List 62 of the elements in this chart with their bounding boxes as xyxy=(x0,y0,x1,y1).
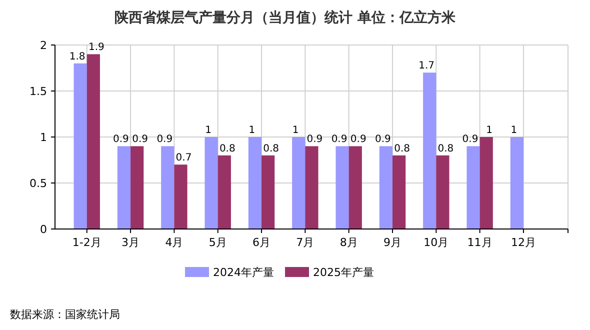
x-tick-label: 6月 xyxy=(252,236,271,249)
x-tick-label: 10月 xyxy=(424,236,449,249)
data-label: 0.9 xyxy=(113,134,129,146)
x-tick-label: 5月 xyxy=(208,236,227,249)
data-label: 0.8 xyxy=(438,143,454,154)
x-tick-label: 12月 xyxy=(510,236,536,249)
data-label: 1.7 xyxy=(418,60,435,72)
data-label: 0.8 xyxy=(263,143,280,154)
bar xyxy=(204,137,218,229)
data-label: 0.9 xyxy=(156,134,173,146)
source-note: 数据来源：国家统计局 xyxy=(10,308,120,321)
bar xyxy=(466,146,480,229)
x-tick-label: 8月 xyxy=(340,236,358,249)
data-label: 1.9 xyxy=(88,42,104,54)
x-tick-label: 7月 xyxy=(296,236,314,249)
bar xyxy=(74,63,87,229)
bar xyxy=(480,137,493,229)
bar xyxy=(436,155,450,229)
chart-title: 陕西省煤层气产量分月（当月值）统计 单位：亿立方米 xyxy=(114,9,456,26)
data-label: 0.9 xyxy=(331,134,348,146)
bar xyxy=(510,137,524,229)
bar xyxy=(305,146,318,229)
bar xyxy=(379,146,392,229)
bar xyxy=(174,164,188,229)
x-tick-label: 11月 xyxy=(467,236,492,249)
bar xyxy=(336,146,349,229)
data-label: 0.9 xyxy=(132,134,148,146)
x-tick-label: 3月 xyxy=(122,236,140,249)
y-tick-label: 2 xyxy=(40,39,47,52)
bar xyxy=(130,146,144,229)
y-tick-label: 0 xyxy=(40,223,47,236)
data-label: 1 xyxy=(292,125,299,136)
bar xyxy=(218,155,231,229)
y-tick-label: 1 xyxy=(40,131,47,144)
data-label: 1.8 xyxy=(69,51,86,62)
data-label: 0.9 xyxy=(350,134,366,146)
data-label: 0.9 xyxy=(374,134,391,146)
bar xyxy=(161,146,174,229)
y-tick-label: 0.5 xyxy=(30,177,47,190)
data-label: 0.7 xyxy=(176,152,192,164)
x-tick-label: 9月 xyxy=(383,236,402,249)
bar xyxy=(392,155,406,229)
data-label: 0.9 xyxy=(462,134,478,146)
legend-label: 2025年产量 xyxy=(313,266,374,279)
data-label: 1 xyxy=(205,125,212,136)
data-label: 1 xyxy=(486,125,493,136)
data-label: 0.8 xyxy=(219,143,236,154)
bar xyxy=(423,72,436,229)
bar xyxy=(117,146,131,229)
data-label: 1 xyxy=(510,125,518,136)
data-label: 0.9 xyxy=(306,134,323,146)
data-label: 0.8 xyxy=(394,143,410,154)
bar xyxy=(248,137,262,229)
bar xyxy=(86,54,100,229)
y-tick-label: 1.5 xyxy=(30,85,47,98)
bar xyxy=(262,155,275,229)
x-tick-label: 4月 xyxy=(165,236,184,249)
data-label: 1 xyxy=(248,125,256,136)
bar xyxy=(292,137,306,229)
x-tick-label: 1-2月 xyxy=(72,236,102,249)
legend-label: 2024年产量 xyxy=(213,266,274,279)
bar xyxy=(348,146,362,229)
